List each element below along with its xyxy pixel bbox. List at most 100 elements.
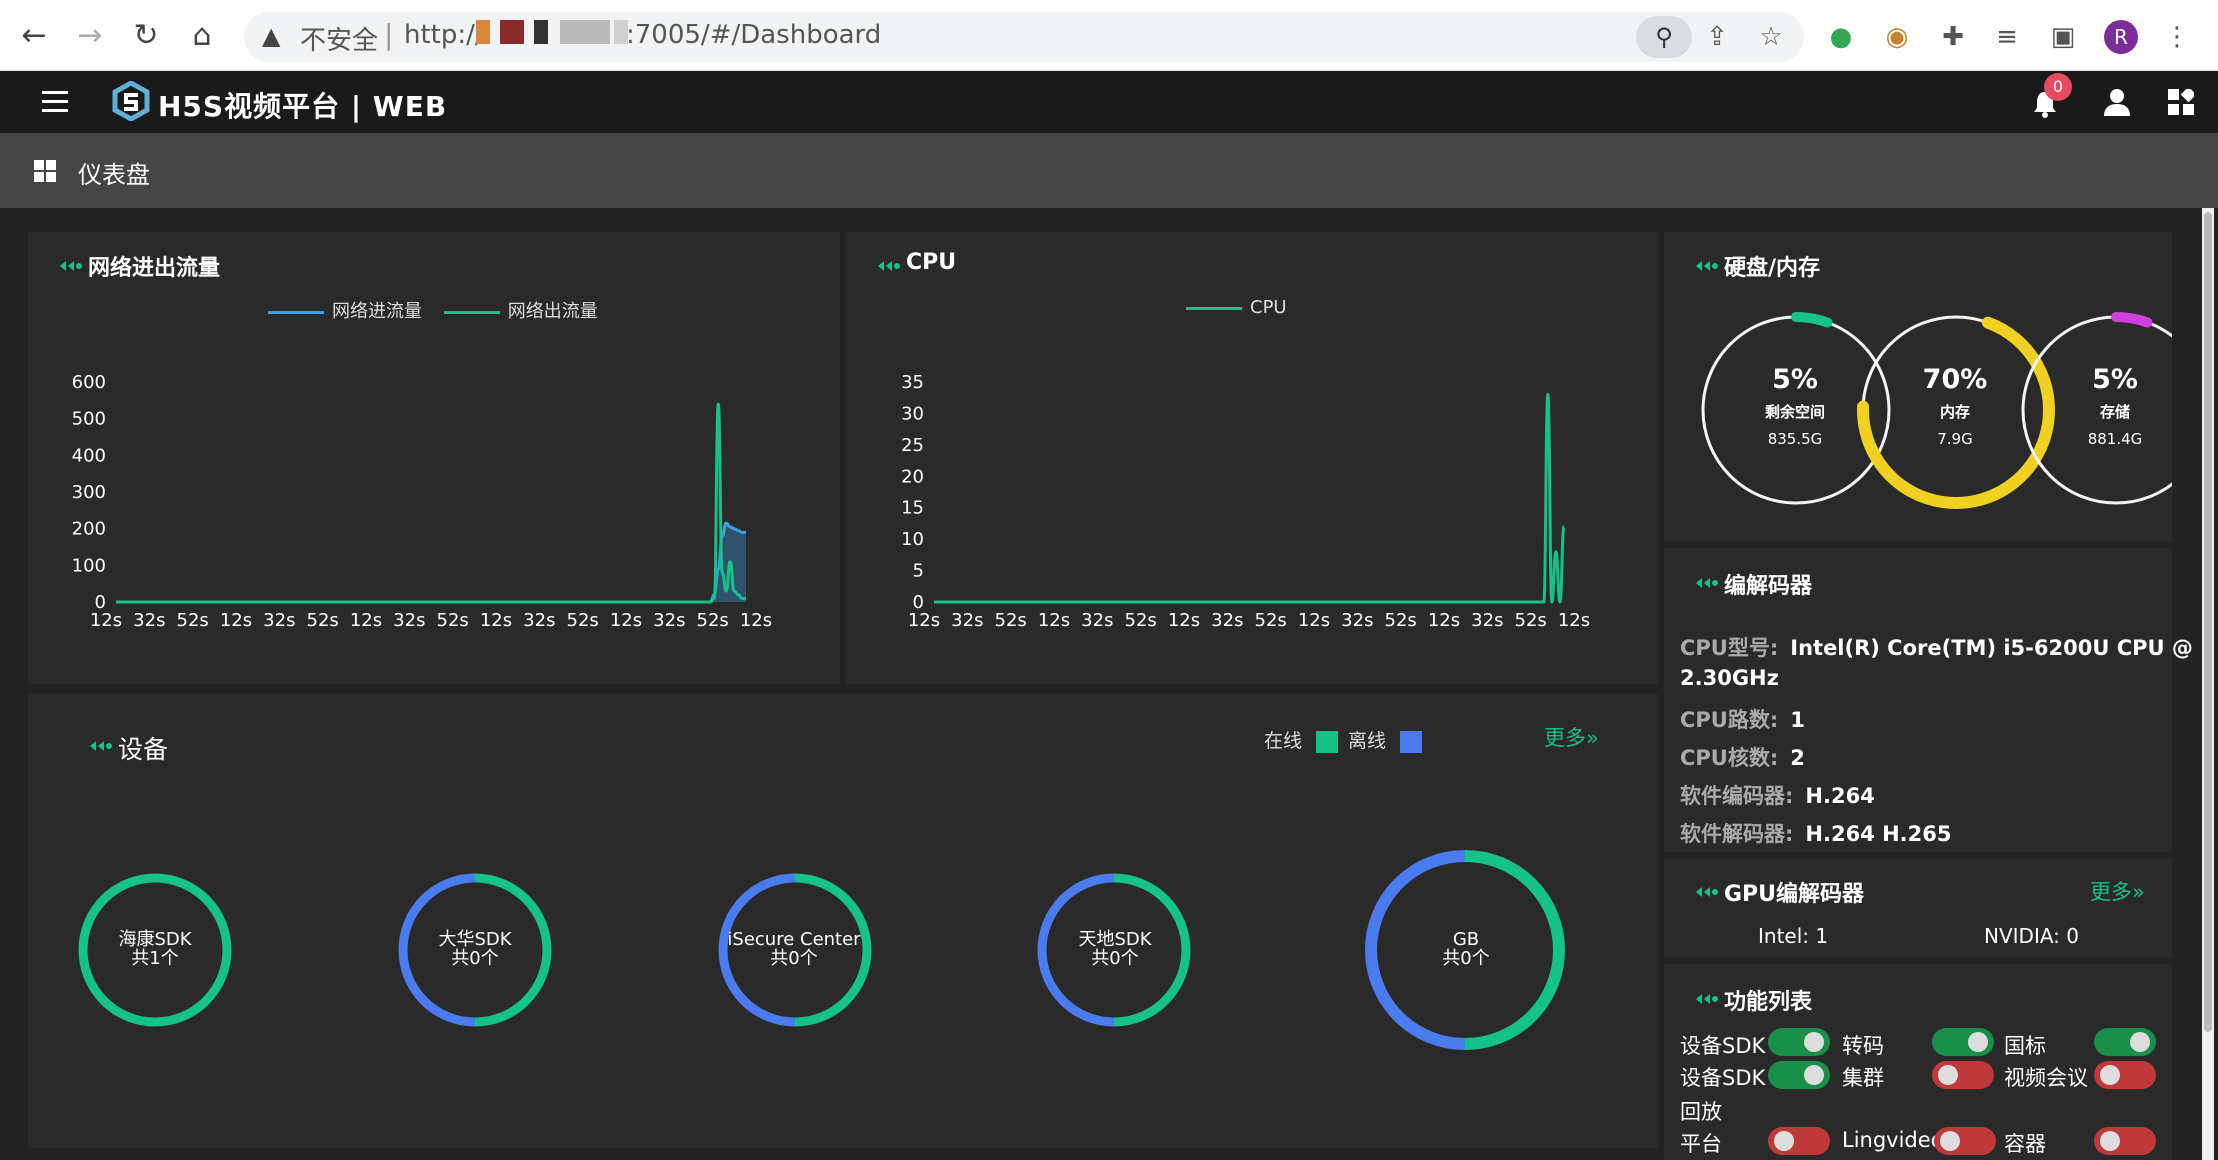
legend-network-in[interactable]: 网络进流量 — [332, 301, 422, 322]
cookie-icon[interactable]: ◉ — [1885, 22, 1909, 52]
gpu-intel: Intel: 1 — [1758, 924, 1829, 948]
warning-icon[interactable]: ▲ — [262, 22, 281, 50]
cpu-cores-value: 2 — [1790, 746, 1805, 770]
legend-swatch-in — [268, 310, 324, 314]
gpu-panel-title: GPU编解码器 — [1724, 882, 1865, 907]
app-header: H5S视频平台 | WEB 0 — [0, 71, 2218, 133]
legend-cpu[interactable]: CPU — [1250, 297, 1287, 318]
x-tick-label: 12s — [610, 610, 642, 631]
gauge-storage-label: 存储 — [2099, 403, 2130, 421]
profile-avatar[interactable]: R — [2104, 20, 2138, 54]
device-dahua[interactable]: 大华SDK 共0个 — [375, 930, 575, 968]
feature-toggle-cluster[interactable] — [1932, 1061, 1994, 1089]
y-tick-label: 5 — [913, 561, 924, 582]
device-ring-online — [794, 873, 872, 1027]
gauge-arc — [2111, 312, 2153, 328]
cpu-chart: 0 5 10 15 20 25 30 35 12s 32s 52s 12s 32s 52s 12s 32s 52… — [901, 372, 1590, 631]
bookmark-star-icon[interactable]: ☆ — [1759, 22, 1783, 52]
gauge-memory: 70% 内存 7.9G — [1880, 364, 2030, 448]
x-tick-label: 52s — [697, 610, 729, 631]
url-redaction — [476, 20, 490, 44]
page-scrollbar-thumb[interactable] — [2204, 212, 2212, 1032]
media-control-icon[interactable]: ≡ — [1996, 22, 2018, 52]
page-title: 仪表盘 — [78, 161, 150, 189]
user-icon[interactable] — [2102, 87, 2132, 117]
browser-toolbar: ← → ↻ ⌂ ▲ 不安全 | http:// :7005/#/Dashboar… — [0, 0, 2218, 71]
series-line — [115, 402, 746, 604]
x-tick-label: 12s — [1168, 610, 1200, 631]
x-tick-label: 12s — [1558, 610, 1590, 631]
browser-menu-icon[interactable]: ⋮ — [2164, 22, 2190, 52]
feature-toggle-video-conference[interactable] — [2094, 1061, 2156, 1089]
online-swatch — [1316, 730, 1339, 753]
side-panel-icon[interactable]: ▣ — [2050, 22, 2076, 52]
y-tick-label: 200 — [72, 519, 106, 540]
feature-label: Lingvideo — [1842, 1128, 1944, 1152]
menu-toggle-icon[interactable] — [42, 91, 68, 113]
x-tick-label: 32s — [653, 610, 685, 631]
device-ring-online — [78, 873, 232, 1027]
gpu-more-link[interactable]: 更多» — [2090, 880, 2145, 904]
x-tick-label: 52s — [1515, 610, 1547, 631]
features-panel — [1664, 964, 2172, 1160]
url-prefix: http:// — [404, 20, 484, 50]
feature-toggle-device-sdk[interactable] — [1768, 1028, 1830, 1056]
dashboard-grid-icon[interactable] — [2168, 89, 2194, 115]
device-hikvision[interactable]: 海康SDK 共1个 — [55, 930, 255, 968]
share-icon[interactable]: ⇪ — [1706, 22, 1728, 52]
cpu-legend: CPU — [1186, 297, 1287, 318]
x-tick-label: 52s — [995, 610, 1027, 631]
y-tick-label: 30 — [901, 403, 924, 424]
extensions-puzzle-icon[interactable]: ✚ — [1942, 22, 1964, 52]
sw-encoder-row: 软件编码器: H.264 — [1680, 780, 1875, 810]
url-redaction — [500, 20, 524, 44]
title-marker-icon — [1696, 261, 1718, 271]
sw-encoder-value: H.264 — [1805, 784, 1875, 808]
gauge-free-space: 5% 剩余空间 835.5G — [1720, 364, 1870, 448]
y-tick-label: 0 — [95, 592, 106, 613]
url-redaction — [534, 20, 548, 44]
back-icon[interactable]: ← — [21, 18, 47, 53]
feature-toggle-container[interactable] — [2094, 1127, 2156, 1155]
device-ring-offline — [718, 873, 796, 1027]
y-tick-label: 0 — [913, 592, 924, 613]
devices-panel-title: 设备 — [118, 735, 169, 764]
legend-network-out[interactable]: 网络出流量 — [507, 301, 598, 322]
extension-circle-icon[interactable]: ● — [1829, 22, 1853, 52]
device-tiandy[interactable]: 天地SDK 共0个 — [1015, 930, 1215, 968]
device-isecure-center[interactable]: iSecure Center 共0个 — [694, 930, 894, 968]
feature-label: 集群 — [1842, 1066, 1884, 1090]
codec-panel-title: 编解码器 — [1724, 574, 1813, 599]
x-tick-label: 32s — [523, 610, 555, 631]
device-gb[interactable]: GB 共0个 — [1366, 930, 1566, 968]
series-line — [933, 393, 1566, 604]
home-icon[interactable]: ⌂ — [192, 18, 212, 53]
feature-toggle-transcode[interactable] — [1932, 1028, 1994, 1056]
reload-icon[interactable]: ↻ — [133, 18, 159, 53]
legend-swatch-out — [443, 310, 500, 314]
x-tick-label: 52s — [177, 610, 209, 631]
url-redaction — [560, 20, 610, 44]
y-tick-label: 600 — [72, 372, 106, 393]
devices-more-link[interactable]: 更多» — [1544, 726, 1599, 750]
feature-toggle-gb[interactable] — [2094, 1028, 2156, 1056]
device-status-legend: 在线 离线 — [1264, 726, 1432, 753]
forward-icon[interactable]: → — [77, 18, 103, 53]
cpu-model-row: CPU型号: Intel(R) Core(TM) i5-6200U CPU @ — [1680, 632, 2193, 662]
url-redaction — [614, 20, 628, 44]
feature-toggle-sdk-playback[interactable] — [1768, 1061, 1830, 1089]
feature-toggle-platform[interactable] — [1768, 1127, 1830, 1155]
feature-label: 设备SDK — [1680, 1066, 1766, 1090]
device-ring-online — [1464, 850, 1565, 1050]
feature-toggle-lingvideo[interactable] — [1934, 1127, 1996, 1155]
cpu-cores-row: CPU核数: 2 — [1680, 742, 1805, 772]
x-tick-label: 12s — [1428, 610, 1460, 631]
device-name: 海康SDK — [118, 929, 192, 950]
device-name: iSecure Center — [727, 929, 861, 950]
title-marker-icon — [90, 741, 112, 751]
title-marker-icon — [1696, 994, 1718, 1004]
feature-label: 容器 — [2004, 1132, 2046, 1156]
zoom-icon[interactable]: ⚲ — [1636, 16, 1692, 58]
offline-swatch — [1400, 730, 1423, 753]
disk-panel-title: 硬盘/内存 — [1724, 256, 1821, 281]
